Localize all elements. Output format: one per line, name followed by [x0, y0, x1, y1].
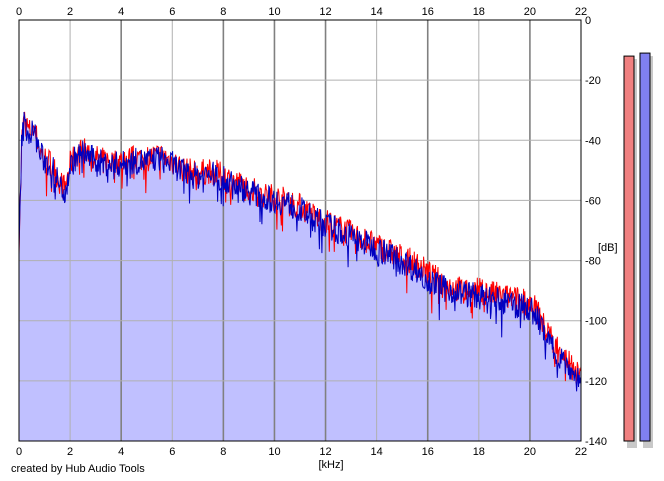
- x-tick-label-top: 0: [16, 6, 22, 18]
- credit-text: created by Hub Audio Tools: [11, 463, 145, 475]
- spectrum-lines-layer: [18, 111, 582, 392]
- right-channel-line: [18, 111, 582, 392]
- x-tick-label-top: 2: [67, 6, 73, 18]
- x-tick-label-top: 16: [422, 6, 434, 18]
- x-axis-label: [kHz]: [318, 459, 343, 471]
- plot-frame: [18, 19, 582, 442]
- x-tick-label-bottom: 18: [473, 446, 485, 458]
- level-meter-left: [623, 55, 635, 442]
- y-tick-label: -100: [585, 316, 607, 328]
- x-tick-label-bottom: 12: [319, 446, 331, 458]
- x-tick-label-bottom: 16: [422, 446, 434, 458]
- x-tick-label-bottom: 10: [268, 446, 280, 458]
- x-tick-label-top: 18: [473, 6, 485, 18]
- tick-labels-layer: 002244668810101212141416161818202022220-…: [16, 6, 618, 471]
- level-meters-layer: [623, 52, 653, 448]
- x-tick-label-top: 10: [268, 6, 280, 18]
- x-tick-label-top: 12: [319, 6, 331, 18]
- x-tick-label-bottom: 2: [67, 446, 73, 458]
- y-tick-label: 0: [585, 15, 591, 27]
- y-tick-label: -40: [585, 135, 601, 147]
- spectrum-fill-layer: [19, 111, 581, 442]
- x-tick-label-bottom: 14: [371, 446, 383, 458]
- x-tick-label-bottom: 22: [575, 446, 587, 458]
- x-tick-label-top: 4: [118, 6, 124, 18]
- y-tick-label: -140: [585, 436, 607, 448]
- spectrum-fill-area: [19, 111, 581, 442]
- x-tick-label-bottom: 6: [169, 446, 175, 458]
- y-tick-label: -120: [585, 376, 607, 388]
- y-tick-label: -20: [585, 75, 601, 87]
- x-tick-label-top: 22: [575, 6, 587, 18]
- level-meter-right: [639, 52, 651, 442]
- x-tick-label-bottom: 0: [16, 446, 22, 458]
- plot-frame-layer: [18, 19, 582, 442]
- y-tick-label: -80: [585, 256, 601, 268]
- x-tick-label-bottom: 4: [118, 446, 124, 458]
- x-tick-label-top: 20: [524, 6, 536, 18]
- y-tick-label: -60: [585, 195, 601, 207]
- x-tick-label-top: 8: [220, 6, 226, 18]
- x-tick-label-bottom: 20: [524, 446, 536, 458]
- y-axis-label: [dB]: [598, 242, 618, 254]
- x-tick-label-bottom: 8: [220, 446, 226, 458]
- x-tick-label-top: 6: [169, 6, 175, 18]
- x-tick-label-top: 14: [371, 6, 383, 18]
